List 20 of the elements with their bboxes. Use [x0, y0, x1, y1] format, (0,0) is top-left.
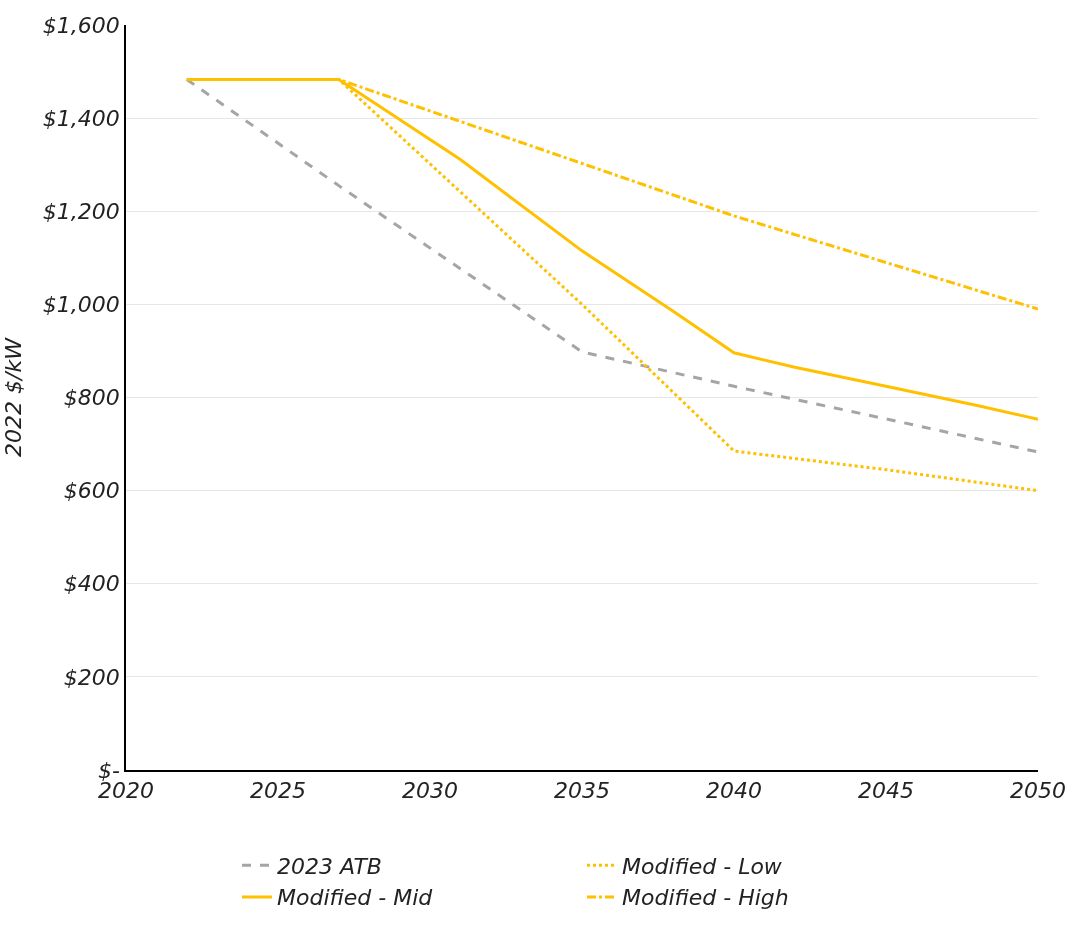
legend-label: Modified - High — [622, 885, 789, 911]
x-tick-label: 2030 — [402, 778, 458, 804]
legend-label: 2023 ATB — [277, 853, 382, 879]
y-tick-label: $400 — [63, 571, 120, 597]
x-tick-label: 2035 — [554, 778, 610, 804]
x-tick-label: 2050 — [1010, 778, 1066, 804]
y-tick-label: $1,400 — [42, 105, 120, 131]
x-tick-label: 2025 — [250, 778, 306, 804]
y-axis-title: 2022 $/kW — [1, 336, 27, 457]
y-tick-label: $1,200 — [42, 198, 120, 224]
y-tick-label: $800 — [63, 385, 120, 411]
y-tick-label: $600 — [63, 478, 120, 504]
legend-label: Modified - Mid — [277, 885, 434, 911]
legend-label: Modified - Low — [622, 853, 783, 879]
y-tick-label: $1,600 — [42, 12, 120, 38]
x-tick-label: 2045 — [858, 778, 914, 804]
y-tick-label: $- — [97, 757, 120, 783]
y-tick-label: $200 — [63, 664, 120, 690]
y-tick-label: $1,000 — [42, 292, 120, 318]
x-tick-label: 2040 — [706, 778, 762, 804]
